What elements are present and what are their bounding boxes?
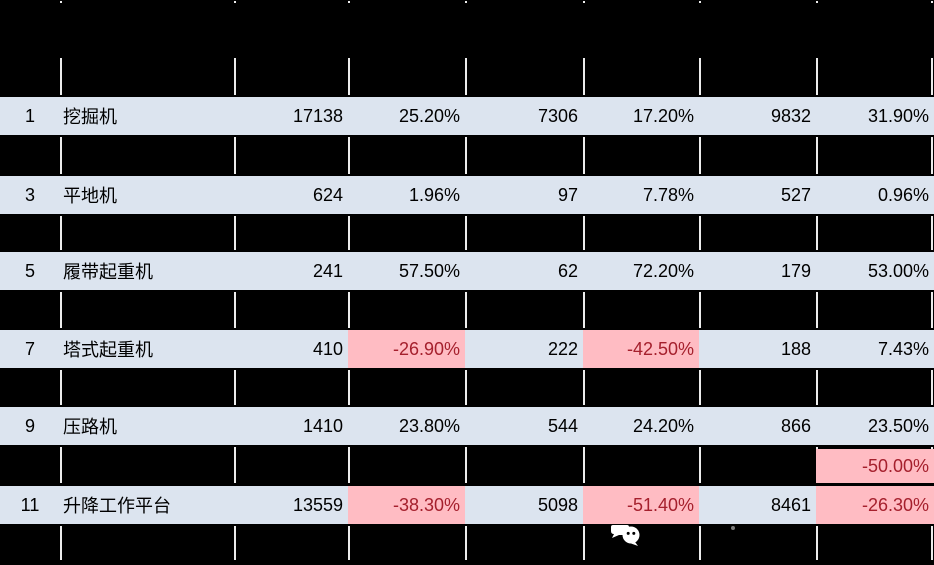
yoy-cell[interactable]: 7.78% xyxy=(642,184,694,205)
table-row: 5 履带起重机 241 57.50% 62 72.20% 179 53.00% xyxy=(0,252,934,290)
table-row: 7 塔式起重机 410 -26.90% 222 -42.50% 188 7.43… xyxy=(0,330,934,368)
table-row: 9 压路机 1410 23.80% 544 24.20% 866 23.50% xyxy=(0,407,934,445)
sales-cell[interactable]: 222 xyxy=(547,338,578,359)
sales-cell[interactable]: 866 xyxy=(780,415,811,436)
hidden-row-band xyxy=(0,446,934,484)
sales-cell[interactable]: 97 xyxy=(557,184,578,205)
sales-total-cell[interactable]: 624 xyxy=(312,184,343,205)
product-name-cell[interactable]: 履带起重机 xyxy=(63,262,153,282)
yoy-cell[interactable]: 23.50% xyxy=(867,415,929,436)
row-number-cell[interactable]: 7 xyxy=(24,338,35,359)
hidden-row-band xyxy=(0,136,934,175)
yoy-total-cell[interactable]: 23.80% xyxy=(398,415,460,436)
hidden-row-band xyxy=(0,215,934,251)
product-name-cell[interactable]: 升降工作平台 xyxy=(63,496,171,516)
row-number-cell[interactable]: 9 xyxy=(24,415,35,436)
yoy-cell[interactable]: 53.00% xyxy=(867,260,929,281)
yoy-total-cell[interactable]: 1.96% xyxy=(408,184,460,205)
hidden-row-band xyxy=(0,291,934,329)
sales-total-cell[interactable]: 13559 xyxy=(292,494,343,515)
yoy-cell[interactable]: -42.50% xyxy=(583,330,699,368)
hidden-row-yoy-cell[interactable]: -50.00% xyxy=(816,449,934,483)
table-row: 1 挖掘机 17138 25.20% 7306 17.20% 9832 31.9… xyxy=(0,97,934,135)
yoy-cell[interactable]: -51.40% xyxy=(583,486,699,524)
yoy-cell[interactable]: 72.20% xyxy=(632,260,694,281)
hidden-row-band xyxy=(0,369,934,406)
table-row: 11 升降工作平台 13559 -38.30% 5098 -51.40% 846… xyxy=(0,486,934,524)
row-number-cell[interactable]: 11 xyxy=(20,494,40,515)
sales-cell[interactable]: 188 xyxy=(780,338,811,359)
row-number-cell[interactable]: 3 xyxy=(24,184,35,205)
yoy-total-cell[interactable]: 25.20% xyxy=(398,105,460,126)
sales-total-cell[interactable]: 410 xyxy=(312,338,343,359)
yoy-cell[interactable]: 24.20% xyxy=(632,415,694,436)
yoy-total-cell[interactable]: 57.50% xyxy=(398,260,460,281)
table-row: 3 平地机 624 1.96% 97 7.78% 527 0.96% xyxy=(0,176,934,214)
yoy-cell[interactable]: -26.30% xyxy=(816,486,934,524)
product-name-cell[interactable]: 塔式起重机 xyxy=(63,340,153,360)
hidden-row-band xyxy=(0,0,934,4)
sales-total-cell[interactable]: 241 xyxy=(312,260,343,281)
sales-cell[interactable]: 179 xyxy=(780,260,811,281)
product-name-cell[interactable]: 平地机 xyxy=(63,186,117,206)
yoy-cell[interactable]: 31.90% xyxy=(867,105,929,126)
sales-cell[interactable]: 9832 xyxy=(770,105,811,126)
sales-cell[interactable]: 5098 xyxy=(537,494,578,515)
product-name-cell[interactable]: 压路机 xyxy=(63,417,117,437)
hidden-row-band xyxy=(0,57,934,96)
row-number-cell[interactable]: 5 xyxy=(24,260,35,281)
yoy-total-cell[interactable]: -26.90% xyxy=(348,330,465,368)
sales-cell[interactable]: 544 xyxy=(547,415,578,436)
sales-cell[interactable]: 7306 xyxy=(537,105,578,126)
product-name-cell[interactable]: 挖掘机 xyxy=(63,107,117,127)
yoy-cell[interactable]: 0.96% xyxy=(877,184,929,205)
sales-cell[interactable]: 8461 xyxy=(770,494,811,515)
hidden-row-band xyxy=(0,525,934,561)
sales-total-cell[interactable]: 17138 xyxy=(292,105,343,126)
gray-dot-artifact xyxy=(731,526,735,530)
sales-cell[interactable]: 527 xyxy=(780,184,811,205)
yoy-cell[interactable]: 17.20% xyxy=(632,105,694,126)
row-number-cell[interactable]: 1 xyxy=(24,105,35,126)
sales-total-cell[interactable]: 1410 xyxy=(302,415,343,436)
yoy-cell[interactable]: 7.43% xyxy=(877,338,929,359)
yoy-total-cell[interactable]: -38.30% xyxy=(348,486,465,524)
wechat-watermark-icon xyxy=(605,522,645,548)
sales-cell[interactable]: 62 xyxy=(557,260,578,281)
